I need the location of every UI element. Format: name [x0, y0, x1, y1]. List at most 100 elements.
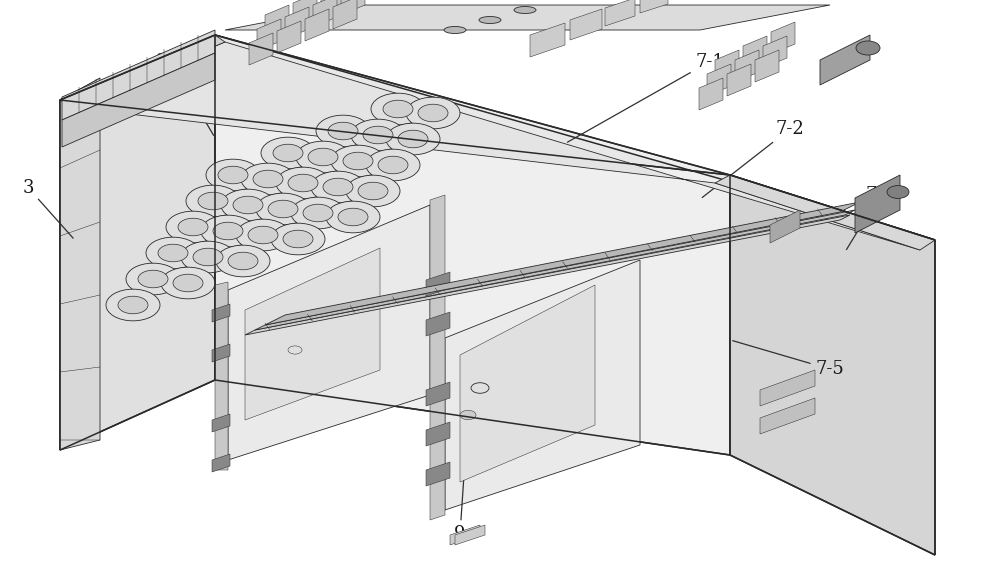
Ellipse shape	[444, 26, 466, 33]
Circle shape	[331, 145, 385, 177]
Circle shape	[193, 248, 223, 266]
Polygon shape	[249, 33, 273, 65]
Circle shape	[386, 123, 440, 155]
Polygon shape	[430, 195, 445, 520]
Circle shape	[268, 200, 298, 218]
Circle shape	[406, 97, 460, 129]
Polygon shape	[60, 35, 225, 107]
Polygon shape	[715, 50, 739, 82]
Polygon shape	[212, 304, 230, 322]
Polygon shape	[60, 35, 935, 240]
Polygon shape	[305, 9, 329, 41]
Polygon shape	[727, 64, 751, 96]
Polygon shape	[735, 50, 759, 82]
Polygon shape	[760, 398, 815, 434]
Circle shape	[343, 152, 373, 170]
Circle shape	[856, 41, 880, 55]
Circle shape	[371, 93, 425, 125]
Text: 3-1: 3-1	[156, 53, 214, 135]
Circle shape	[161, 267, 215, 299]
Text: 7-5: 7-5	[733, 340, 844, 378]
Circle shape	[236, 219, 290, 251]
Polygon shape	[285, 7, 309, 39]
Polygon shape	[707, 64, 731, 96]
Circle shape	[218, 166, 248, 184]
Polygon shape	[225, 5, 830, 30]
Circle shape	[256, 193, 310, 225]
Circle shape	[308, 148, 338, 166]
Circle shape	[146, 237, 200, 269]
Polygon shape	[445, 260, 640, 510]
Polygon shape	[313, 0, 337, 27]
Circle shape	[328, 122, 358, 140]
Circle shape	[316, 115, 370, 147]
Ellipse shape	[479, 16, 501, 23]
Polygon shape	[62, 53, 215, 147]
Polygon shape	[426, 312, 450, 336]
Circle shape	[233, 196, 263, 214]
Text: 7-4: 7-4	[846, 186, 894, 250]
Polygon shape	[820, 35, 870, 85]
Text: 3: 3	[22, 179, 73, 238]
Polygon shape	[212, 454, 230, 472]
Ellipse shape	[514, 6, 536, 13]
Polygon shape	[277, 21, 301, 53]
Polygon shape	[426, 382, 450, 406]
Polygon shape	[771, 22, 795, 54]
Circle shape	[106, 289, 160, 321]
Circle shape	[228, 252, 258, 270]
Polygon shape	[460, 285, 595, 482]
Circle shape	[288, 174, 318, 192]
Polygon shape	[265, 202, 860, 325]
Polygon shape	[255, 210, 855, 330]
Polygon shape	[333, 0, 357, 29]
Polygon shape	[212, 344, 230, 362]
Circle shape	[351, 119, 405, 151]
Circle shape	[887, 186, 909, 199]
Circle shape	[166, 211, 220, 243]
Circle shape	[216, 245, 270, 277]
Circle shape	[126, 263, 180, 295]
Circle shape	[173, 274, 203, 292]
Polygon shape	[715, 175, 935, 250]
Polygon shape	[605, 0, 635, 26]
Polygon shape	[426, 422, 450, 446]
Circle shape	[363, 126, 393, 144]
Polygon shape	[321, 0, 345, 13]
Text: 9: 9	[454, 463, 466, 543]
Polygon shape	[257, 19, 281, 51]
Polygon shape	[426, 272, 450, 296]
Circle shape	[460, 410, 476, 420]
Polygon shape	[70, 42, 920, 250]
Circle shape	[201, 215, 255, 247]
Circle shape	[118, 296, 148, 314]
Circle shape	[181, 241, 235, 273]
Circle shape	[323, 178, 353, 196]
Polygon shape	[60, 78, 100, 450]
Polygon shape	[245, 215, 850, 335]
Circle shape	[158, 244, 188, 262]
Polygon shape	[62, 30, 215, 120]
Polygon shape	[743, 36, 767, 68]
Circle shape	[398, 130, 428, 148]
Circle shape	[213, 222, 243, 240]
Circle shape	[276, 167, 330, 199]
Polygon shape	[265, 5, 289, 37]
Polygon shape	[760, 370, 815, 406]
Polygon shape	[426, 462, 450, 486]
Circle shape	[358, 182, 388, 200]
Circle shape	[206, 159, 260, 191]
Circle shape	[378, 156, 408, 174]
Polygon shape	[730, 175, 935, 555]
Circle shape	[311, 171, 365, 203]
Circle shape	[291, 197, 345, 229]
Polygon shape	[293, 0, 317, 25]
Circle shape	[186, 185, 240, 217]
Circle shape	[261, 137, 315, 169]
Circle shape	[253, 170, 283, 188]
Circle shape	[271, 223, 325, 255]
Circle shape	[198, 192, 228, 210]
Circle shape	[303, 204, 333, 222]
Polygon shape	[245, 248, 380, 420]
Circle shape	[178, 218, 208, 236]
